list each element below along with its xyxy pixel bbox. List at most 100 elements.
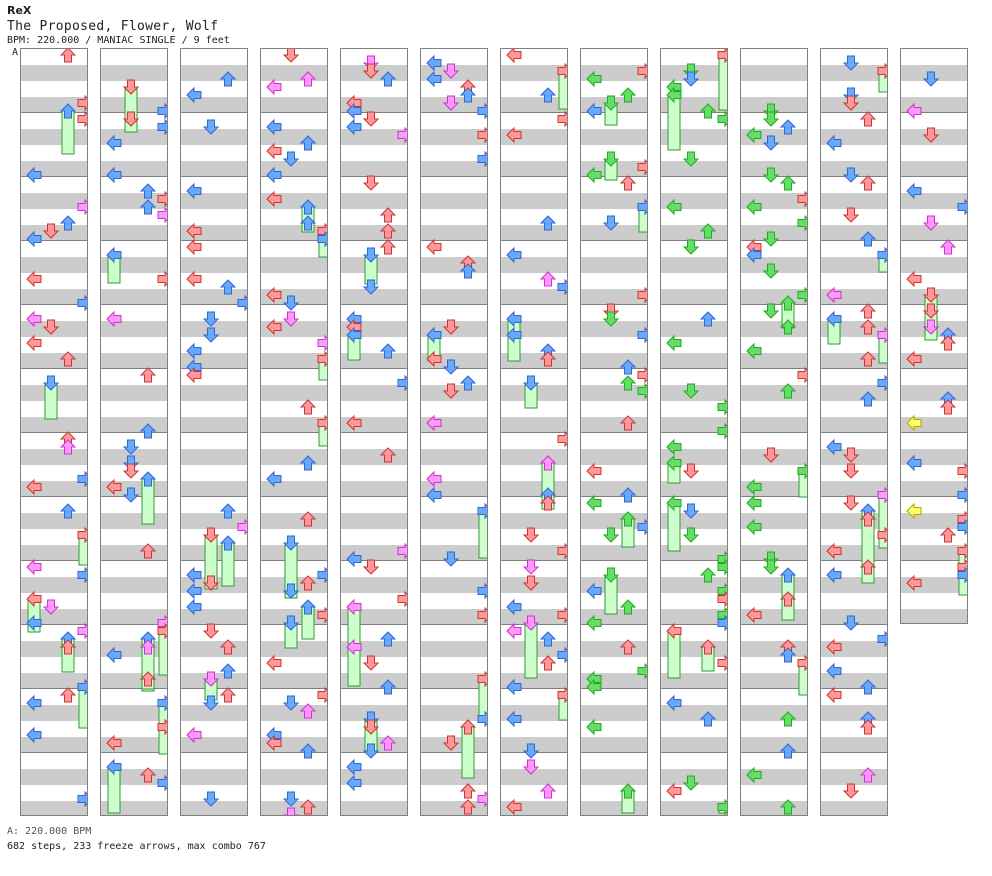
step-arrow-up xyxy=(299,135,317,151)
step-arrow-left xyxy=(506,326,522,344)
step-arrow-left xyxy=(906,182,922,200)
step-stats: 682 steps, 233 freeze arrows, max combo … xyxy=(7,841,266,852)
step-arrow-left xyxy=(906,502,922,520)
step-arrow-up xyxy=(539,215,557,231)
measure-line xyxy=(821,752,887,753)
step-arrow-left xyxy=(826,686,842,704)
step-arrow-up xyxy=(459,263,477,279)
step-arrow-down xyxy=(762,231,780,247)
freeze-arrow xyxy=(478,510,487,559)
step-arrow-down xyxy=(762,303,780,319)
step-arrow-down xyxy=(362,247,380,263)
step-arrow-left xyxy=(666,438,682,456)
step-arrow-up xyxy=(219,687,237,703)
measure-line xyxy=(101,688,167,689)
step-arrow-right xyxy=(557,686,567,704)
step-arrow-up xyxy=(59,103,77,119)
measure-line xyxy=(421,624,487,625)
step-arrow-right xyxy=(797,366,807,384)
measure-line xyxy=(581,752,647,753)
step-arrow-up xyxy=(939,239,957,255)
step-arrow-up xyxy=(379,71,397,87)
step-arrow-right xyxy=(557,646,567,664)
measure-line xyxy=(661,688,727,689)
step-arrow-left xyxy=(346,118,362,136)
step-arrow-right xyxy=(477,670,487,688)
measure-line xyxy=(261,368,327,369)
measure-line xyxy=(741,432,807,433)
step-arrow-down xyxy=(842,167,860,183)
step-arrow-up xyxy=(779,175,797,191)
step-arrow-left xyxy=(186,366,202,384)
step-arrow-down xyxy=(442,735,460,751)
step-arrow-right xyxy=(157,694,167,712)
step-arrow-down xyxy=(282,311,300,327)
step-arrow-down xyxy=(282,151,300,167)
step-arrow-down xyxy=(602,215,620,231)
step-arrow-right xyxy=(957,566,967,584)
step-arrow-left xyxy=(346,758,362,776)
step-arrow-left xyxy=(826,542,842,560)
step-arrow-left xyxy=(186,182,202,200)
step-arrow-down xyxy=(442,319,460,335)
measure-line xyxy=(821,240,887,241)
step-arrow-right xyxy=(957,542,967,560)
step-arrow-down xyxy=(202,791,220,807)
step-arrow-up xyxy=(59,351,77,367)
step-arrow-down xyxy=(122,439,140,455)
step-arrow-down xyxy=(282,807,300,815)
step-arrow-up xyxy=(459,783,477,799)
step-arrow-right xyxy=(717,110,727,128)
step-arrow-up xyxy=(59,687,77,703)
step-arrow-up xyxy=(539,655,557,671)
measure-line xyxy=(821,560,887,561)
step-arrow-right xyxy=(477,582,487,600)
step-arrow-down xyxy=(842,447,860,463)
measure-line xyxy=(661,752,727,753)
step-arrow-up xyxy=(859,111,877,127)
step-arrow-up xyxy=(299,399,317,415)
step-arrow-left xyxy=(586,718,602,736)
measure-line xyxy=(501,176,567,177)
step-arrow-down xyxy=(922,287,940,303)
measure-line xyxy=(181,176,247,177)
step-arrow-right xyxy=(637,366,647,384)
step-arrow-down xyxy=(602,95,620,111)
step-arrow-up xyxy=(779,591,797,607)
step-arrow-right xyxy=(797,214,807,232)
step-arrow-up xyxy=(59,439,77,455)
measure-line xyxy=(341,240,407,241)
step-arrow-left xyxy=(266,654,282,672)
step-arrow-down xyxy=(842,463,860,479)
measure-line xyxy=(661,112,727,113)
step-arrow-down xyxy=(42,599,60,615)
measure-line xyxy=(181,112,247,113)
chart-column xyxy=(100,48,168,816)
step-arrow-left xyxy=(266,78,282,96)
measure-line xyxy=(901,176,967,177)
measure-line xyxy=(821,368,887,369)
step-arrow-left xyxy=(26,614,42,632)
arrow-layer xyxy=(346,55,407,792)
step-arrow-up xyxy=(939,335,957,351)
measure-line xyxy=(181,496,247,497)
step-arrow-left xyxy=(106,134,122,152)
step-arrow-left xyxy=(26,310,42,328)
step-arrow-up xyxy=(299,799,317,815)
step-arrow-left xyxy=(826,310,842,328)
measure-line xyxy=(901,560,967,561)
chart-info: BPM: 220.000 / MANIAC SINGLE / 9 feet xyxy=(7,35,230,46)
measure-line xyxy=(821,688,887,689)
step-arrow-right xyxy=(557,542,567,560)
measure-line xyxy=(421,688,487,689)
step-arrow-up xyxy=(379,343,397,359)
measure-line xyxy=(741,752,807,753)
step-arrow-left xyxy=(586,70,602,88)
step-arrow-up xyxy=(619,175,637,191)
step-arrow-up xyxy=(299,199,317,215)
step-arrow-right xyxy=(877,246,887,264)
step-arrow-left xyxy=(666,86,682,104)
step-arrow-down xyxy=(362,559,380,575)
step-arrow-right xyxy=(317,566,327,584)
step-arrow-right xyxy=(397,374,407,392)
